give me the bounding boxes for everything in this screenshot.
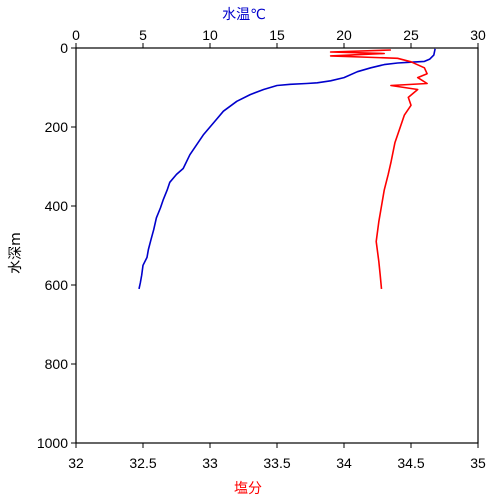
y-tick-label: 800 (45, 356, 69, 372)
bottom-tick-label: 33 (202, 455, 218, 471)
y-tick-label: 400 (45, 198, 69, 214)
bottom-tick-label: 34.5 (397, 455, 424, 471)
top-tick-label: 0 (72, 27, 80, 43)
top-tick-label: 15 (269, 27, 285, 43)
axis-layer: 0 200 400 600 800 1000 0 5 10 15 20 25 30 32 32.5 33 33.… (37, 27, 486, 471)
bottom-tick-label: 32.5 (129, 455, 156, 471)
y-tick-label: 1000 (37, 435, 68, 451)
y-tick-label: 200 (45, 119, 69, 135)
top-tick-label: 10 (202, 27, 218, 43)
left-axis-title: 水深m (8, 232, 24, 274)
top-tick-label: 25 (403, 27, 419, 43)
y-tick-label: 0 (60, 40, 68, 56)
y-tick-label: 600 (45, 277, 69, 293)
bottom-tick-label: 33.5 (263, 455, 290, 471)
bottom-tick-label: 35 (470, 455, 486, 471)
salinity-series-line (329, 49, 428, 289)
bottom-tick-label: 32 (68, 455, 84, 471)
top-tick-label: 30 (470, 27, 486, 43)
bottom-tick-label: 34 (336, 455, 352, 471)
temperature-series-line (138, 48, 436, 290)
top-tick-label: 20 (336, 27, 352, 43)
series-layer (138, 48, 436, 290)
bottom-axis-title: 塩分 (234, 481, 262, 497)
top-axis-title: 水温℃ (222, 7, 266, 23)
top-tick-label: 5 (139, 27, 147, 43)
